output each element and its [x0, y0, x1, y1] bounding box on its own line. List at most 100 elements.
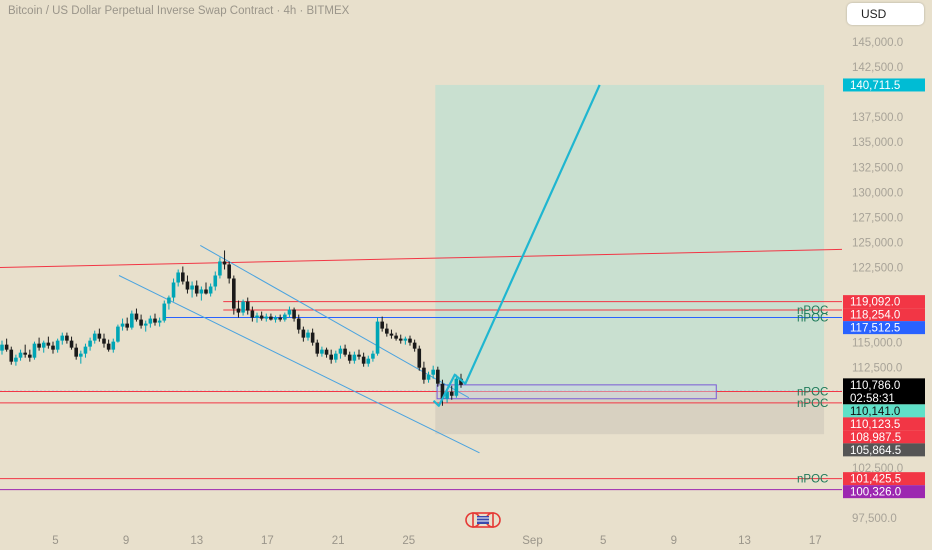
candle[interactable]	[55, 338, 60, 353]
candle[interactable]	[167, 295, 171, 310]
candle[interactable]	[18, 349, 23, 361]
candle[interactable]	[287, 306, 292, 318]
candle[interactable]	[329, 349, 333, 364]
price-tag[interactable]: 108,987.5	[843, 430, 925, 444]
candle[interactable]	[222, 250, 227, 270]
candle[interactable]	[371, 350, 375, 362]
candle[interactable]	[125, 317, 129, 331]
candle[interactable]	[213, 271, 218, 291]
currency-selector[interactable]: USD	[847, 3, 924, 25]
candle[interactable]	[134, 308, 139, 322]
candle[interactable]	[440, 379, 445, 406]
candle[interactable]	[417, 345, 422, 371]
price-tag[interactable]: 118,254.0	[843, 308, 925, 322]
candle[interactable]	[366, 355, 371, 367]
candle[interactable]	[283, 312, 287, 322]
candle[interactable]	[310, 328, 315, 346]
candle[interactable]	[32, 341, 37, 360]
candle[interactable]	[37, 337, 41, 351]
candle[interactable]	[153, 313, 157, 326]
candle[interactable]	[60, 332, 65, 345]
candle[interactable]	[389, 329, 394, 339]
candle[interactable]	[334, 350, 338, 363]
candle[interactable]	[347, 351, 352, 364]
candle[interactable]	[255, 312, 259, 323]
resistance-trendline[interactable]	[0, 248, 843, 268]
candle[interactable]	[23, 344, 27, 358]
candle[interactable]	[176, 269, 180, 287]
candle[interactable]	[41, 340, 46, 353]
candle[interactable]	[412, 339, 417, 352]
candle[interactable]	[51, 341, 55, 354]
candle[interactable]	[273, 315, 278, 323]
candle[interactable]	[4, 338, 9, 352]
candle[interactable]	[65, 332, 69, 344]
candle[interactable]	[236, 300, 241, 318]
candle[interactable]	[296, 314, 301, 334]
candle[interactable]	[357, 349, 361, 360]
price-tag[interactable]: 110,123.5	[843, 417, 925, 431]
candle[interactable]	[352, 351, 357, 364]
candle[interactable]	[343, 344, 347, 357]
candle[interactable]	[9, 346, 14, 365]
candle[interactable]	[264, 313, 269, 322]
candle[interactable]	[436, 366, 440, 387]
candle[interactable]	[28, 349, 32, 362]
price-tag[interactable]: 140,711.5	[843, 78, 925, 92]
candle[interactable]	[292, 307, 296, 322]
candle[interactable]	[245, 297, 250, 315]
candle[interactable]	[111, 338, 116, 353]
candle[interactable]	[361, 352, 366, 367]
candle[interactable]	[394, 332, 398, 341]
price-tag[interactable]: 117,512.5	[843, 321, 925, 335]
price-tag[interactable]: 110,786.002:58:31	[843, 378, 925, 405]
candle[interactable]	[426, 371, 431, 383]
candle[interactable]	[83, 343, 88, 358]
candle[interactable]	[88, 337, 92, 351]
candle[interactable]	[102, 333, 106, 348]
candle[interactable]	[269, 313, 273, 321]
candle[interactable]	[190, 281, 194, 298]
volume-profile-box[interactable]	[436, 384, 717, 400]
candle[interactable]	[199, 286, 204, 301]
candle[interactable]	[449, 385, 454, 400]
candle[interactable]	[106, 339, 111, 352]
candle[interactable]	[431, 365, 435, 379]
candle[interactable]	[171, 278, 176, 302]
candle[interactable]	[227, 261, 231, 284]
candle[interactable]	[185, 275, 190, 294]
candle[interactable]	[116, 324, 120, 343]
candle[interactable]	[208, 283, 213, 297]
candle[interactable]	[79, 350, 83, 364]
candle[interactable]	[241, 299, 245, 316]
candle[interactable]	[0, 340, 4, 355]
candle[interactable]	[338, 345, 343, 359]
price-tag[interactable]: 110,141.0	[843, 404, 925, 418]
price-tag[interactable]: 119,092.0	[843, 295, 925, 309]
candle[interactable]	[69, 336, 74, 350]
flag-icon[interactable]	[465, 512, 501, 528]
candle[interactable]	[422, 361, 426, 384]
candle[interactable]	[204, 282, 208, 295]
candle[interactable]	[454, 374, 459, 398]
candle[interactable]	[130, 310, 134, 330]
candle[interactable]	[385, 323, 389, 337]
candle[interactable]	[301, 326, 306, 342]
candle[interactable]	[120, 318, 125, 331]
candle[interactable]	[324, 347, 329, 358]
candle[interactable]	[181, 266, 185, 285]
price-tag[interactable]: 105,864.5	[843, 443, 925, 457]
forecast-arrow-path[interactable]	[432, 84, 601, 407]
candle[interactable]	[14, 354, 18, 366]
price-tag[interactable]: 101,425.5	[843, 472, 925, 486]
candle[interactable]	[315, 339, 320, 357]
candle[interactable]	[250, 306, 255, 322]
candle[interactable]	[380, 316, 384, 332]
candle[interactable]	[232, 275, 236, 315]
candle[interactable]	[259, 311, 264, 321]
candle[interactable]	[403, 336, 408, 345]
channel-lower-line[interactable]	[118, 275, 480, 454]
long-target-zone[interactable]	[435, 84, 825, 392]
candle[interactable]	[278, 314, 282, 322]
candle[interactable]	[320, 346, 324, 357]
